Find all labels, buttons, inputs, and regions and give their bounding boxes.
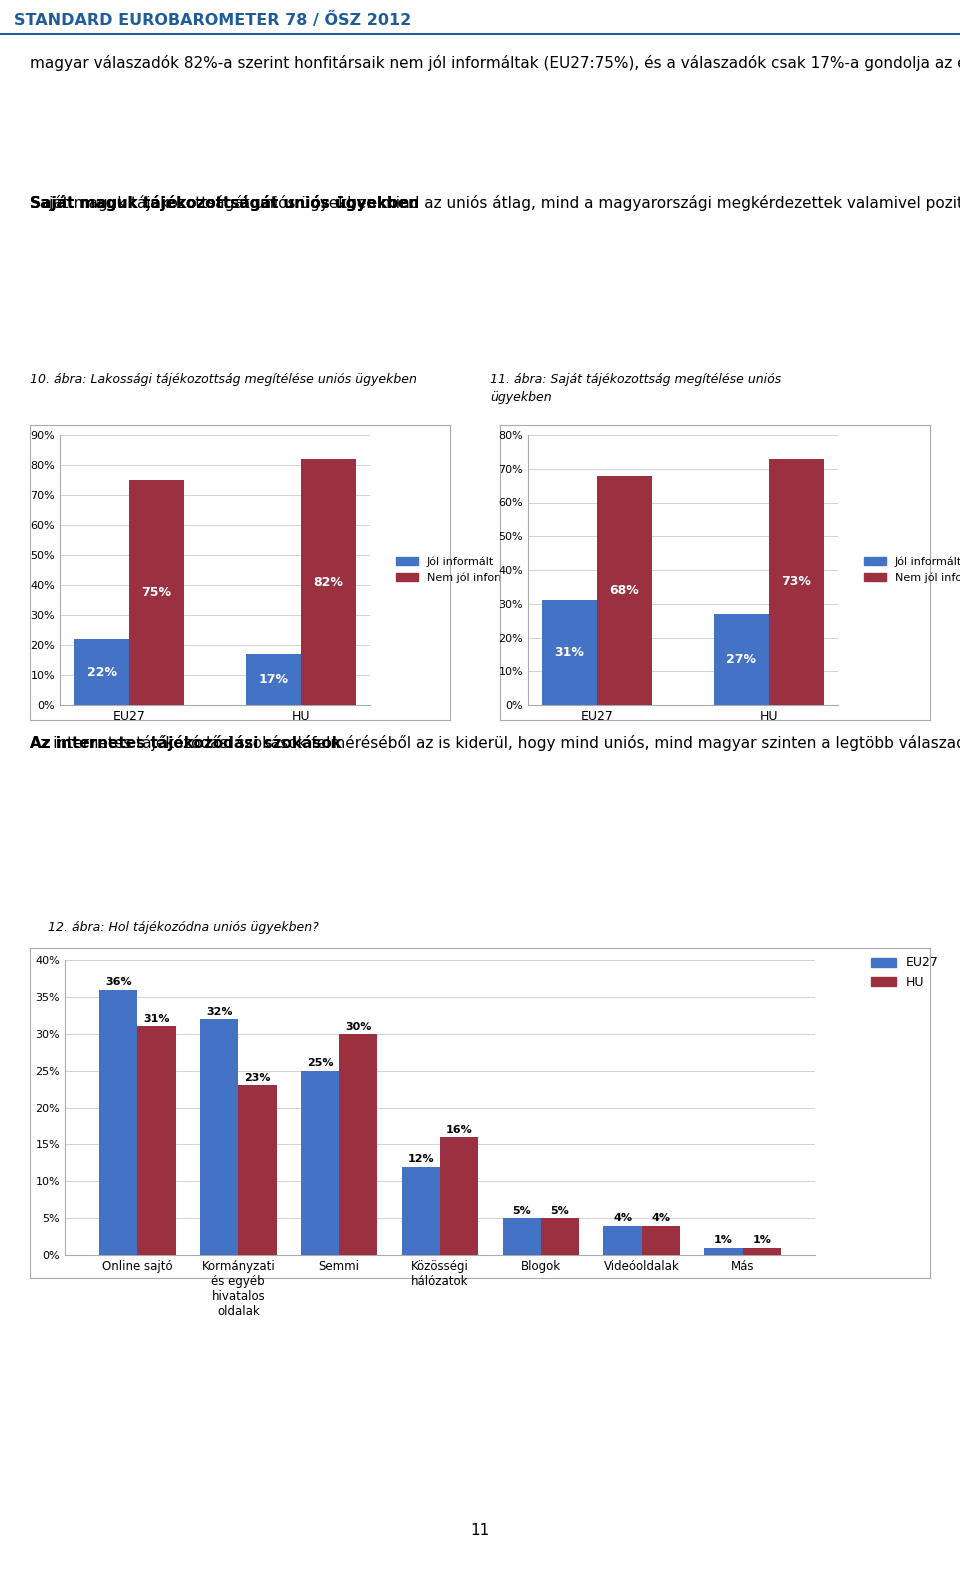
Text: Saját maguk tájékozottságát uniós ügyekben: Saját maguk tájékozottságát uniós ügyekb… [30, 195, 420, 210]
Bar [339, 1033, 377, 1254]
Bar [440, 1137, 478, 1254]
Text: Az internetes tájékozódási szokások felméréséből az is kiderül, hogy mind uniós,: Az internetes tájékozódási szokások felm… [30, 735, 960, 750]
Bar [714, 614, 769, 705]
Text: 1%: 1% [714, 1236, 732, 1245]
Text: 23%: 23% [244, 1074, 271, 1083]
Text: 1%: 1% [753, 1236, 771, 1245]
Bar [238, 1085, 276, 1254]
Text: 5%: 5% [513, 1206, 531, 1215]
Bar [769, 458, 824, 705]
Text: 10. ábra: Lakossági tájékozottság megítélése uniós ügyekben: 10. ábra: Lakossági tájékozottság megíté… [30, 374, 417, 386]
Text: 32%: 32% [205, 1006, 232, 1017]
Bar [137, 1027, 176, 1254]
Bar [502, 1218, 540, 1254]
Text: Saját maguk tájékozottságát uniós ügyekben mind az uniós átlag, mind a magyarors: Saját maguk tájékozottságát uniós ügyekb… [30, 195, 960, 210]
Text: 17%: 17% [258, 674, 288, 686]
Bar [300, 1071, 339, 1254]
Text: 82%: 82% [314, 576, 344, 589]
Bar [246, 655, 300, 705]
Text: 31%: 31% [143, 1014, 170, 1024]
Text: 5%: 5% [551, 1206, 569, 1215]
Text: 4%: 4% [652, 1214, 670, 1223]
Text: STANDARD EUROBAROMETER 78 / ŐSZ 2012: STANDARD EUROBAROMETER 78 / ŐSZ 2012 [14, 13, 411, 28]
Bar [200, 1019, 238, 1254]
Bar [74, 639, 129, 705]
Text: Saját maguk tájékozottságát uniós ügyekben mind az uniós átlag, mind a magyarors: Saját maguk tájékozottságát uniós ügyekb… [30, 195, 960, 210]
Legend: Jól informált, Nem jól informált: Jól informált, Nem jól informált [859, 553, 960, 587]
Text: 68%: 68% [610, 584, 639, 597]
Bar [99, 989, 137, 1254]
Text: Az internetes tájékozódási szokások: Az internetes tájékozódási szokások [30, 735, 342, 750]
Bar [401, 1167, 440, 1254]
Bar [300, 458, 356, 705]
Bar [542, 600, 597, 705]
Bar [705, 1248, 743, 1254]
Text: 12%: 12% [408, 1154, 434, 1165]
Text: magyar válaszadók 82%-a szerint honfitársaik nem jól informáltak (EU27:75%), és : magyar válaszadók 82%-a szerint honfitár… [30, 55, 960, 71]
Legend: EU27, HU: EU27, HU [866, 951, 944, 994]
Text: ügyekben: ügyekben [490, 391, 552, 403]
Bar [540, 1218, 579, 1254]
Text: 11: 11 [470, 1523, 490, 1539]
Bar [641, 1226, 680, 1254]
Legend: Jól informált, Nem jól informált: Jól informált, Nem jól informált [391, 553, 528, 587]
Text: Saját maguk tájékozottságát uniós ügyekben: Saját maguk tájékozottságát uniós ügyekb… [30, 195, 420, 210]
Text: 36%: 36% [105, 977, 132, 988]
Text: 11. ábra: Saját tájékozottság megítélése uniós: 11. ábra: Saját tájékozottság megítélése… [490, 374, 781, 386]
Bar [129, 480, 184, 705]
Text: 16%: 16% [445, 1124, 472, 1135]
Text: 22%: 22% [86, 666, 116, 678]
Bar [597, 476, 652, 705]
Text: 75%: 75% [141, 586, 172, 600]
Text: 27%: 27% [727, 653, 756, 666]
Text: 4%: 4% [613, 1214, 632, 1223]
Bar [604, 1226, 641, 1254]
Text: 12. ábra: Hol tájékozódna uniós ügyekben?: 12. ábra: Hol tájékozódna uniós ügyekben… [48, 920, 319, 934]
Text: 30%: 30% [345, 1022, 372, 1031]
Text: 73%: 73% [781, 575, 811, 589]
Text: 31%: 31% [555, 647, 585, 659]
Bar [743, 1248, 780, 1254]
Text: 25%: 25% [307, 1058, 333, 1069]
